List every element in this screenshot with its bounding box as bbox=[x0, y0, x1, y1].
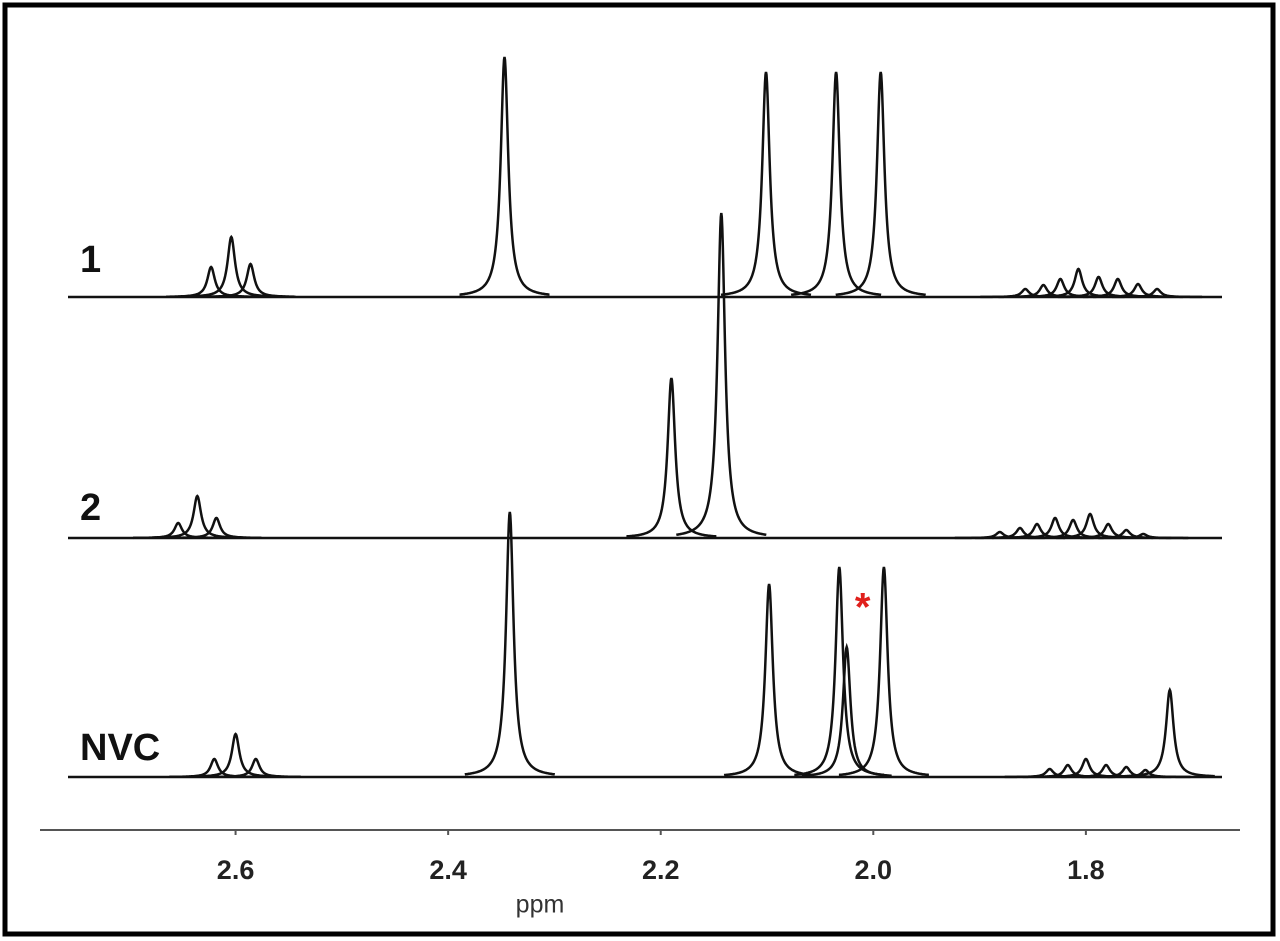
peak bbox=[459, 56, 550, 296]
peak bbox=[723, 583, 815, 777]
x-tick-label: 1.8 bbox=[1067, 855, 1105, 885]
peak bbox=[676, 212, 767, 537]
peak bbox=[1124, 686, 1215, 778]
peak bbox=[1112, 287, 1203, 299]
trace-label: 1 bbox=[80, 239, 101, 281]
peak bbox=[801, 642, 892, 777]
x-tick-label: 2.6 bbox=[217, 855, 255, 885]
peak bbox=[626, 377, 717, 538]
peak bbox=[132, 521, 224, 540]
peak bbox=[720, 71, 812, 297]
peak bbox=[171, 516, 262, 540]
peak bbox=[1100, 768, 1191, 779]
peak bbox=[210, 757, 301, 779]
peak bbox=[169, 757, 260, 779]
peak bbox=[464, 511, 556, 776]
peak bbox=[190, 732, 281, 778]
peak bbox=[152, 494, 243, 539]
trace-label: NVC bbox=[80, 727, 160, 769]
x-tick-label: 2.0 bbox=[855, 855, 893, 885]
peak bbox=[166, 265, 257, 298]
peak bbox=[1098, 532, 1189, 540]
peak bbox=[205, 262, 296, 298]
peak bbox=[835, 71, 926, 297]
x-tick-label: 2.2 bbox=[642, 855, 680, 885]
x-tick-label: 2.4 bbox=[429, 855, 467, 885]
x-axis-label: ppm bbox=[516, 891, 565, 919]
peak bbox=[838, 566, 929, 777]
peak bbox=[186, 234, 277, 298]
trace-label: 2 bbox=[80, 487, 101, 529]
peak bbox=[790, 71, 882, 297]
annotation: * bbox=[855, 586, 871, 630]
